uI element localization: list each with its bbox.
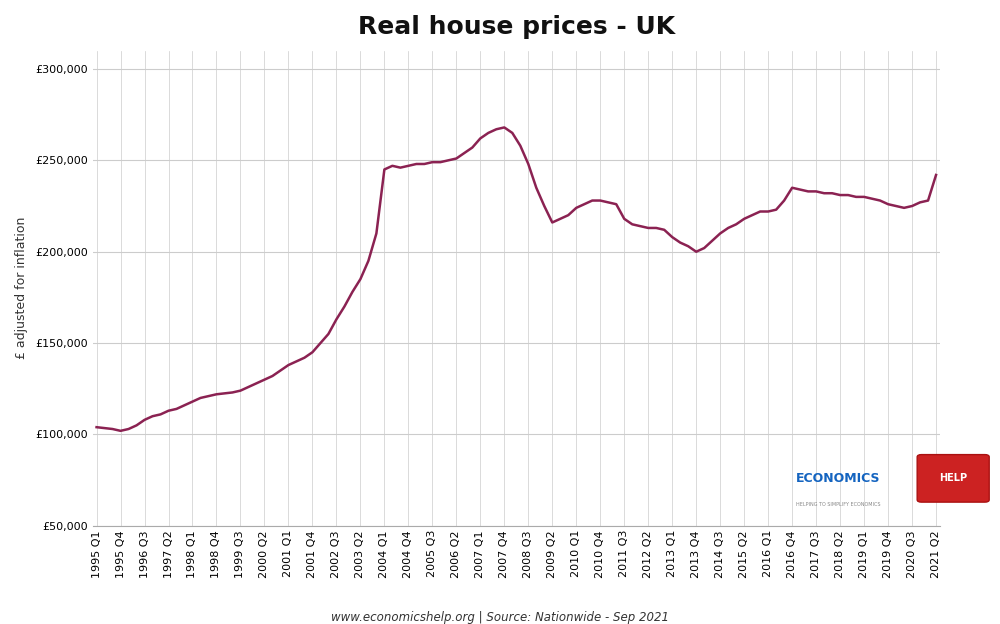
Y-axis label: £ adjusted for inflation: £ adjusted for inflation [15, 217, 28, 359]
Text: ECONOMICS: ECONOMICS [796, 472, 880, 485]
FancyBboxPatch shape [917, 455, 989, 502]
Text: www.economicshelp.org | Source: Nationwide - Sep 2021: www.economicshelp.org | Source: Nationwi… [331, 611, 669, 624]
Text: HELPING TO SIMPLIFY ECONOMICS: HELPING TO SIMPLIFY ECONOMICS [796, 502, 880, 507]
Title: Real house prices - UK: Real house prices - UK [358, 15, 675, 39]
Text: HELP: HELP [939, 474, 967, 484]
